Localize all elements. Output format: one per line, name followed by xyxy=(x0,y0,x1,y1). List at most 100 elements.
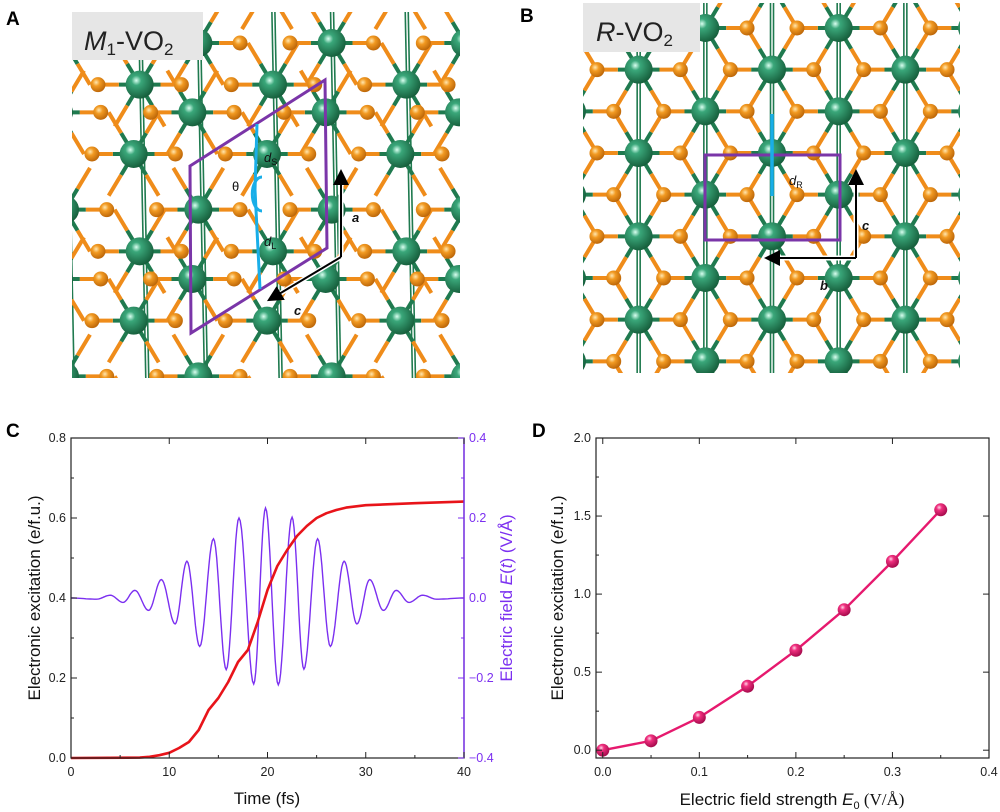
v-o-bond xyxy=(718,403,731,424)
v-o-bond xyxy=(381,606,394,627)
x-axis-label-c: Time (fs) xyxy=(234,789,300,808)
vanadium-atom xyxy=(451,196,460,223)
vanadium-atom xyxy=(958,597,986,625)
v-o-bond xyxy=(552,210,565,231)
v-o-bond xyxy=(639,403,652,424)
v-o-bond xyxy=(451,153,464,174)
oxygen-atom xyxy=(789,103,805,119)
v-o-bond xyxy=(447,612,460,633)
v-o-bond xyxy=(518,195,531,216)
v-o-bond xyxy=(509,342,522,363)
v-o-bond xyxy=(426,611,439,632)
vanadium-atom xyxy=(526,237,554,265)
v-o-bond xyxy=(478,1,491,22)
v-o-bond xyxy=(375,675,388,696)
vanadium-atom xyxy=(520,473,548,501)
v-o-bond xyxy=(438,333,455,357)
v-o-bond xyxy=(534,633,547,654)
v-o-bond xyxy=(680,549,693,570)
v-o-bond xyxy=(960,611,973,632)
vanadium-atom xyxy=(120,0,148,1)
panel-letter-c: C xyxy=(6,421,20,442)
vanadium-atom xyxy=(578,598,606,626)
dr-label: dR xyxy=(789,173,803,190)
vanadium-atom xyxy=(184,362,213,378)
v-o-bond xyxy=(205,404,218,425)
vanadium-atom xyxy=(584,529,612,557)
oxygen-atom xyxy=(673,562,688,577)
v-o-bond xyxy=(527,585,540,606)
oxygen-atom xyxy=(589,479,604,494)
oxygen-atom xyxy=(672,228,688,244)
v-o-bond xyxy=(47,446,60,467)
v-o-bond xyxy=(13,112,26,133)
v-o-bond xyxy=(957,127,960,133)
oxygen-atom xyxy=(606,103,622,119)
vanadium-atom xyxy=(126,404,154,432)
oxygen-atom xyxy=(224,410,239,425)
vanadium-atom xyxy=(891,55,920,84)
v-o-bond xyxy=(72,130,74,133)
v-o-bond xyxy=(515,606,528,627)
y-tick-label: 0.5 xyxy=(574,665,591,679)
v-o-bond xyxy=(59,612,72,633)
v-o-bond xyxy=(972,590,985,611)
v-o-bond xyxy=(375,612,388,633)
v-o-bond xyxy=(547,466,560,487)
v-o-bond xyxy=(905,632,918,653)
v-o-bond xyxy=(534,154,547,175)
v-o-bond xyxy=(304,333,321,357)
v-o-bond xyxy=(180,446,193,467)
v-o-bond xyxy=(583,172,587,181)
v-o-bond xyxy=(747,611,760,632)
v-o-bond xyxy=(307,397,320,418)
oxygen-atom xyxy=(989,479,1000,494)
v-o-bond xyxy=(611,397,624,418)
oxygen-atom xyxy=(217,146,233,162)
v-o-bond xyxy=(240,173,257,197)
v-o-bond xyxy=(115,606,128,627)
v-o-bond xyxy=(747,507,760,528)
v-o-bond xyxy=(127,418,140,439)
v-o-bond xyxy=(478,397,491,418)
oxygen-atom xyxy=(167,313,183,329)
v-o-bond xyxy=(267,654,280,675)
v-o-bond xyxy=(547,236,560,257)
v-o-bond xyxy=(414,299,427,320)
oxygen-atom xyxy=(740,604,755,619)
oxygen-atom xyxy=(35,313,50,328)
v-chain-line xyxy=(538,0,546,398)
v-o-bond xyxy=(772,465,785,486)
v-o-bond xyxy=(53,355,66,376)
v-o-bond xyxy=(521,487,534,508)
v-o-bond xyxy=(705,590,718,611)
v-o-bond xyxy=(592,446,605,467)
oxygen-atom xyxy=(856,228,872,244)
v-o-bond xyxy=(414,632,427,653)
vanadium-atom xyxy=(72,197,79,222)
v-o-bond xyxy=(626,403,639,424)
v-o-bond xyxy=(65,376,78,397)
vanadium-atom xyxy=(178,432,206,460)
v-o-bond xyxy=(547,70,560,91)
oxygen-atom xyxy=(10,605,25,620)
vanadium-atom xyxy=(491,139,519,167)
v-o-bond xyxy=(34,237,47,258)
v-o-bond xyxy=(434,404,447,425)
v-o-bond xyxy=(705,611,718,632)
vanadium-atom xyxy=(958,354,960,369)
v-o-bond xyxy=(518,91,531,112)
v-o-bond xyxy=(465,22,478,43)
vanadium-atom xyxy=(825,514,853,542)
v-o-bond xyxy=(540,397,553,418)
oxygen-atom xyxy=(307,410,322,425)
chart-d: 0.0 0.1 0.2 0.3 0.4 0.0 0.5 1.0 1.5 2.0 Electric … xyxy=(548,431,998,812)
v-o-bond xyxy=(585,486,598,507)
v-o-bond xyxy=(573,231,586,252)
v-o-bond xyxy=(626,653,639,674)
oxygen-atom xyxy=(739,103,755,119)
v-o-bond xyxy=(651,591,664,612)
oxygen-atom xyxy=(789,270,805,286)
v-o-bond xyxy=(301,467,314,488)
oxygen-atom xyxy=(456,62,471,77)
